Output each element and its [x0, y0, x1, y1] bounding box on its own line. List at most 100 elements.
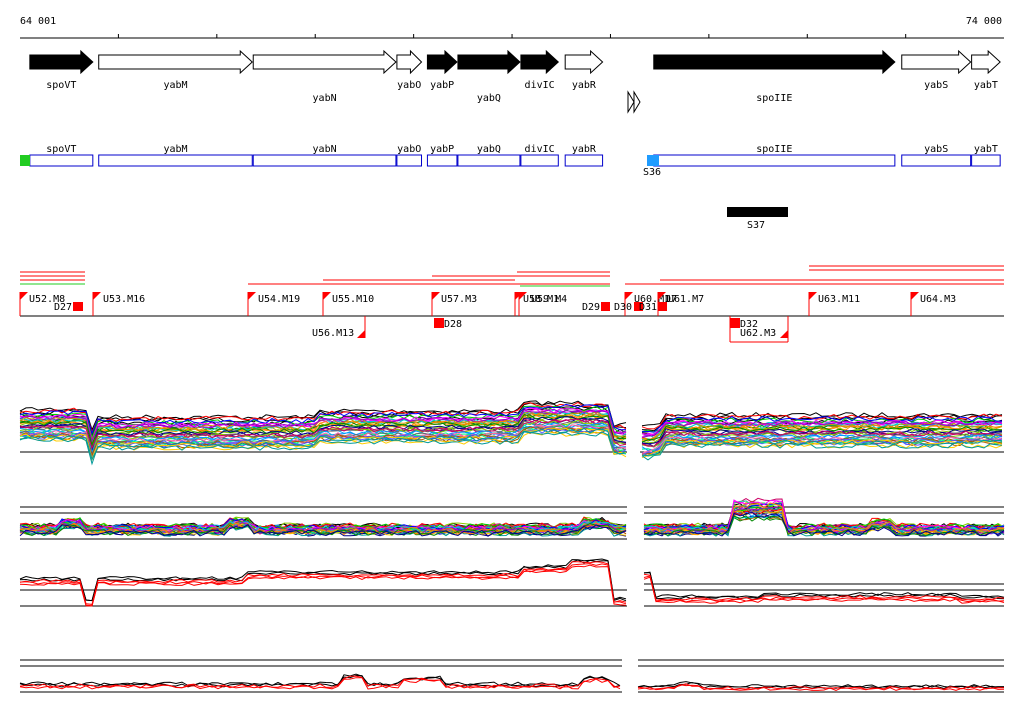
down-d30[interactable]: D30: [614, 302, 643, 313]
panel1-profile-left: [19, 400, 627, 432]
gene-arrow-yabs[interactable]: [901, 49, 972, 75]
segment-u56[interactable]: U56.M13: [312, 316, 366, 339]
ruler-start-label: 64 001: [20, 16, 56, 27]
panel1-profile-right: [641, 439, 1003, 457]
gene-box-yabt[interactable]: [971, 154, 1001, 167]
gene-box-label-yabs: yabS: [924, 144, 948, 155]
gene-box-yabn[interactable]: [252, 154, 397, 167]
panel1-profile-left: [19, 412, 627, 447]
gene-box-yabm[interactable]: [98, 154, 253, 167]
panel4-profile-right: [637, 684, 1005, 691]
segment-u54-label: U54.M19: [258, 294, 300, 305]
gene-arrow-yabn[interactable]: [252, 49, 397, 75]
segment-u59[interactable]: U59.M4: [518, 292, 567, 316]
segment-u54[interactable]: U54.M19: [247, 292, 300, 316]
gap-marker-2: [633, 90, 641, 114]
gene-box-label-spovt: spoVT: [46, 144, 76, 155]
gene-box-yabp[interactable]: [426, 154, 458, 167]
gene-arrow-label-yabn: yabN: [313, 93, 337, 104]
panel4-profile-left: [19, 677, 621, 690]
down-d31[interactable]: D31: [639, 302, 667, 313]
segment-top-lines: [20, 265, 1004, 287]
segment-u63-label: U63.M11: [818, 294, 860, 305]
gene-arrow-label-yabt: yabT: [974, 80, 998, 91]
panel1-profile-left: [19, 418, 627, 450]
segment-u57[interactable]: U57.M3: [431, 292, 477, 316]
gene-arrow-yabr[interactable]: [564, 49, 604, 75]
down-d29[interactable]: D29: [582, 302, 610, 313]
gene-box-label-spoiie: spoIIE: [756, 144, 792, 155]
down-d30-label: D30: [614, 302, 632, 313]
gene-arrow-spoiie[interactable]: [653, 49, 896, 75]
panel1-profile-left: [19, 402, 627, 438]
panel3-profile-left: [19, 563, 627, 607]
gene-box-yabs[interactable]: [901, 154, 972, 167]
segment-u52-label: U52.M8: [29, 294, 65, 305]
down-d29-label: D29: [582, 302, 600, 313]
gene-box-track[interactable]: spoVT yabM yabN yabO yabP yabQ divIC yabR spoIIE…: [29, 144, 1001, 167]
panel1-profile-right: [641, 413, 1003, 430]
feature-s36-box[interactable]: [647, 155, 659, 166]
segment-u63[interactable]: U63.M11: [808, 292, 860, 316]
green-marker: [20, 155, 30, 166]
segment-u60[interactable]: U60.M1: [624, 292, 670, 316]
feature-s37-bar[interactable]: [727, 207, 788, 217]
ruler: 64 001 74 000: [20, 16, 1004, 39]
segment-u52[interactable]: U52.M8: [19, 292, 65, 316]
gene-box-yabr[interactable]: [564, 154, 604, 167]
expression-panel-strand-minus: [19, 659, 1005, 693]
gene-box-yabq[interactable]: [457, 154, 521, 167]
gene-box-label-yabt: yabT: [974, 144, 998, 155]
gap-marker-1: [627, 90, 635, 114]
segment-u55[interactable]: U55.M10: [322, 292, 374, 316]
gene-arrow-label-spovt: spoVT: [46, 80, 76, 91]
segment-u62[interactable]: U62.M3: [729, 316, 789, 343]
gene-box-spoiie[interactable]: [653, 154, 896, 167]
gene-arrow-label-spoiie: spoIIE: [756, 93, 792, 104]
down-d7[interactable]: D7: [665, 294, 677, 305]
segment-u64-label: U64.M3: [920, 294, 956, 305]
segment-u60-label: U60.M1: [634, 294, 670, 305]
gene-arrow-yabm[interactable]: [98, 49, 253, 75]
segment-u64[interactable]: U64.M3: [910, 292, 956, 316]
down-d27[interactable]: D27: [54, 302, 83, 313]
segment-u53[interactable]: U53.M16: [92, 292, 145, 316]
panel1-profile-right: [641, 418, 1003, 437]
gene-arrow-yabt[interactable]: [971, 49, 1001, 75]
down-d28-label: D28: [444, 319, 462, 330]
down-d32[interactable]: D32: [730, 318, 758, 330]
panel3-profile-right: [643, 573, 1005, 601]
segment-u56-label: U56.M13: [312, 328, 354, 339]
gene-arrow-yabq[interactable]: [457, 49, 521, 75]
gene-box-divic[interactable]: [520, 154, 559, 167]
gene-box-yabo[interactable]: [396, 154, 423, 167]
segment-u61-label: U61.M7: [668, 294, 704, 305]
panel1-profile-right: [641, 434, 1003, 452]
gene-arrow-spovt[interactable]: [29, 49, 94, 75]
gene-arrow-label-divic: divIC: [525, 80, 555, 91]
panel1-profile-right: [642, 431, 1003, 448]
panel2-profile-left: [19, 516, 627, 530]
gene-arrow-track: spoVT yabM yabN yabO yabP yabQ divIC yabR spoIIE…: [29, 49, 1001, 104]
expression-panel-all-conditions: [19, 400, 1004, 466]
panel1-profile-left: [19, 403, 627, 435]
gene-box-spovt[interactable]: [29, 154, 94, 167]
gene-arrow-yabp[interactable]: [426, 49, 458, 75]
panel1-profile-right: [641, 430, 1003, 447]
panel1-profile-right: [641, 415, 1003, 433]
panel1-profile-right: [641, 420, 1003, 439]
panel1-profile-left: [19, 431, 627, 466]
gene-arrow-label-yabp: yabP: [430, 80, 454, 91]
gene-arrow-divic[interactable]: [520, 49, 560, 75]
panel1-profile-left: [19, 422, 627, 453]
gene-arrow-yabo[interactable]: [396, 49, 423, 75]
down-d28[interactable]: D28: [434, 318, 462, 330]
gene-arrow-label-yabo: yabO: [397, 80, 421, 91]
ruler-ticks: [117, 34, 907, 38]
panel1-profile-left: [19, 416, 627, 452]
down-regions: D27 D28 D29 D30 D31 D32: [54, 294, 758, 330]
segment-u53-label: U53.M16: [103, 294, 145, 305]
segment-u59-label: U59.M4: [531, 294, 567, 305]
